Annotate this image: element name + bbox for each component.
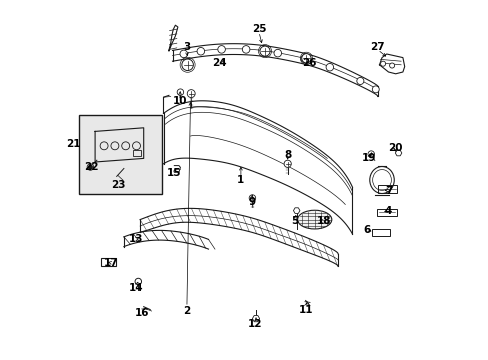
Text: 23: 23 <box>111 180 125 190</box>
Text: 14: 14 <box>129 283 143 293</box>
Bar <box>377 185 397 193</box>
Circle shape <box>242 46 249 53</box>
Text: 9: 9 <box>247 197 255 207</box>
Circle shape <box>249 195 255 201</box>
Circle shape <box>325 63 333 71</box>
Circle shape <box>380 61 385 66</box>
Circle shape <box>217 46 225 53</box>
Circle shape <box>284 160 291 167</box>
Text: 12: 12 <box>247 319 262 329</box>
Text: 6: 6 <box>363 225 370 235</box>
Circle shape <box>132 142 140 150</box>
Text: 24: 24 <box>212 58 226 68</box>
Circle shape <box>300 55 308 63</box>
Polygon shape <box>293 208 299 213</box>
Text: 15: 15 <box>167 168 181 178</box>
Circle shape <box>301 54 310 63</box>
Text: 27: 27 <box>369 42 384 52</box>
Circle shape <box>367 151 374 157</box>
Circle shape <box>371 86 379 93</box>
Text: 2: 2 <box>183 306 190 316</box>
Circle shape <box>182 59 193 71</box>
Text: 1: 1 <box>237 175 244 185</box>
Text: 8: 8 <box>284 150 291 160</box>
Circle shape <box>87 164 94 170</box>
Bar <box>101 258 115 266</box>
Text: 25: 25 <box>251 24 265 34</box>
Circle shape <box>88 165 92 169</box>
Circle shape <box>111 142 119 150</box>
Circle shape <box>135 278 141 285</box>
Text: 26: 26 <box>302 58 316 68</box>
Text: 7: 7 <box>384 186 391 196</box>
Text: 18: 18 <box>316 216 330 226</box>
Circle shape <box>187 90 195 98</box>
Polygon shape <box>394 150 401 156</box>
Circle shape <box>177 89 183 95</box>
Circle shape <box>122 142 129 150</box>
Circle shape <box>100 142 108 150</box>
Bar <box>79 115 162 194</box>
Text: 22: 22 <box>84 162 99 172</box>
Circle shape <box>260 46 269 56</box>
Text: 11: 11 <box>298 305 312 315</box>
Text: 17: 17 <box>104 258 119 268</box>
Text: 5: 5 <box>291 216 298 226</box>
Bar <box>376 209 396 216</box>
Circle shape <box>180 50 187 58</box>
Text: 21: 21 <box>66 139 81 149</box>
Bar <box>133 150 141 156</box>
Circle shape <box>356 77 363 85</box>
Text: 4: 4 <box>384 206 391 216</box>
Text: 16: 16 <box>134 308 149 318</box>
Polygon shape <box>252 315 259 322</box>
Circle shape <box>273 49 281 57</box>
Text: 20: 20 <box>387 143 402 153</box>
Text: 19: 19 <box>361 153 375 163</box>
Text: 10: 10 <box>172 96 186 106</box>
Bar <box>371 229 389 236</box>
Circle shape <box>389 63 394 68</box>
Text: 13: 13 <box>129 234 143 244</box>
Ellipse shape <box>297 210 331 229</box>
Circle shape <box>197 48 204 55</box>
Text: 3: 3 <box>183 42 190 52</box>
